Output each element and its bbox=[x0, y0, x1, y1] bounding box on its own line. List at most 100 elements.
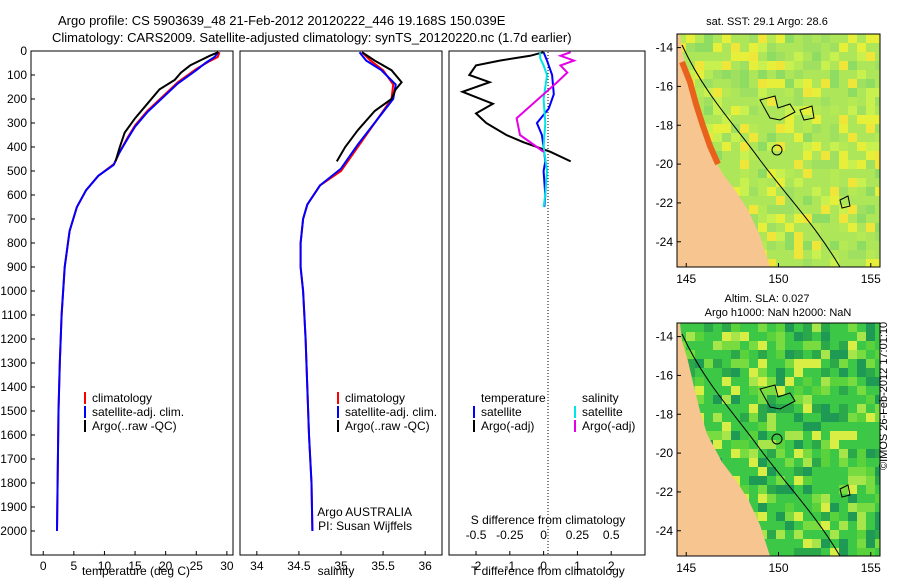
map-y-tick-label: -24 bbox=[656, 524, 674, 538]
map-cell bbox=[758, 395, 767, 404]
map-cell bbox=[857, 350, 866, 359]
map-cell bbox=[857, 467, 866, 476]
map-cell bbox=[794, 178, 803, 187]
map-cell bbox=[803, 377, 812, 386]
map-cell bbox=[803, 142, 812, 151]
map-cell bbox=[839, 205, 848, 214]
map-cell bbox=[776, 70, 785, 79]
map-cell bbox=[848, 503, 857, 512]
map-y-tick-label: -18 bbox=[656, 407, 674, 421]
y-tick-label: 200 bbox=[7, 92, 27, 106]
salinity-legend: climatology satellite-adj. clim. Argo(..… bbox=[337, 391, 437, 433]
map-cell bbox=[830, 440, 839, 449]
map-cell bbox=[794, 449, 803, 458]
map-cell bbox=[758, 169, 767, 178]
map-cell bbox=[767, 187, 776, 196]
map-cell bbox=[812, 52, 821, 61]
map-cell bbox=[740, 440, 749, 449]
map-cell bbox=[740, 79, 749, 88]
series-line bbox=[299, 51, 397, 532]
map-cell bbox=[866, 485, 875, 494]
map-cell bbox=[821, 332, 830, 341]
map-cell bbox=[722, 395, 731, 404]
map-cell bbox=[857, 386, 866, 395]
map-cell bbox=[812, 359, 821, 368]
map-cell bbox=[857, 250, 866, 259]
map-cell bbox=[839, 485, 848, 494]
map-cell bbox=[857, 52, 866, 61]
map-cell bbox=[812, 422, 821, 431]
map-cell bbox=[758, 485, 767, 494]
map-cell bbox=[722, 70, 731, 79]
legend-title-salinity: salinity bbox=[582, 391, 619, 405]
map-cell bbox=[695, 88, 704, 97]
map-cell bbox=[776, 178, 785, 187]
map-cell bbox=[848, 476, 857, 485]
map-cell bbox=[848, 187, 857, 196]
map-cell bbox=[767, 223, 776, 232]
map-cell bbox=[830, 79, 839, 88]
map-cell bbox=[803, 214, 812, 223]
map-cell bbox=[713, 61, 722, 70]
map-cell bbox=[812, 458, 821, 467]
map-cell bbox=[839, 431, 848, 440]
map-cell bbox=[830, 124, 839, 133]
map-cell bbox=[875, 124, 880, 133]
map-cell bbox=[803, 539, 812, 548]
map-cell bbox=[749, 377, 758, 386]
map-cell bbox=[803, 34, 812, 43]
map-cell bbox=[704, 431, 713, 440]
map-cell bbox=[794, 368, 803, 377]
map-x-tick-label: 150 bbox=[768, 561, 788, 575]
map-cell bbox=[866, 97, 875, 106]
map-cell bbox=[875, 512, 880, 521]
map-cell bbox=[722, 124, 731, 133]
map-cell bbox=[731, 133, 740, 142]
legend-label: satellite-adj. clim. bbox=[345, 405, 437, 419]
map-cell bbox=[830, 187, 839, 196]
map-cell bbox=[857, 70, 866, 79]
map-cell bbox=[758, 350, 767, 359]
map-cell bbox=[785, 79, 794, 88]
map-cell bbox=[839, 124, 848, 133]
map-cell bbox=[875, 160, 880, 169]
map-cell bbox=[866, 476, 875, 485]
x-tick-label: 0 bbox=[540, 559, 547, 573]
map-cell bbox=[848, 205, 857, 214]
map-cell bbox=[767, 422, 776, 431]
map-cell bbox=[749, 43, 758, 52]
map-cell bbox=[686, 359, 695, 368]
x-tick-label: 34.5 bbox=[287, 559, 311, 573]
map-cell bbox=[803, 323, 812, 332]
map-cell bbox=[767, 530, 776, 539]
map-cell bbox=[848, 512, 857, 521]
map-cell bbox=[794, 512, 803, 521]
map-cell bbox=[848, 34, 857, 43]
map-cell bbox=[821, 61, 830, 70]
map-cell bbox=[848, 250, 857, 259]
map-cell bbox=[866, 368, 875, 377]
map-cell bbox=[803, 341, 812, 350]
map-cell bbox=[794, 476, 803, 485]
map-cell bbox=[866, 115, 875, 124]
map-cell bbox=[713, 70, 722, 79]
map-cell bbox=[686, 350, 695, 359]
map-y-tick-label: -20 bbox=[656, 446, 674, 460]
map-cell bbox=[749, 124, 758, 133]
map-cell bbox=[839, 539, 848, 548]
series-line bbox=[114, 51, 219, 162]
map-cell bbox=[794, 214, 803, 223]
map-cell bbox=[803, 241, 812, 250]
map-cell bbox=[821, 512, 830, 521]
map-cell bbox=[713, 395, 722, 404]
map-cell bbox=[776, 52, 785, 61]
map-cell bbox=[740, 70, 749, 79]
map-cell bbox=[803, 476, 812, 485]
map-cell bbox=[758, 359, 767, 368]
sla-argo-location bbox=[771, 433, 783, 445]
map-cell bbox=[839, 151, 848, 160]
y-tick-label: 1200 bbox=[0, 332, 27, 346]
map-cell bbox=[749, 187, 758, 196]
map-cell bbox=[731, 386, 740, 395]
map-cell bbox=[785, 323, 794, 332]
